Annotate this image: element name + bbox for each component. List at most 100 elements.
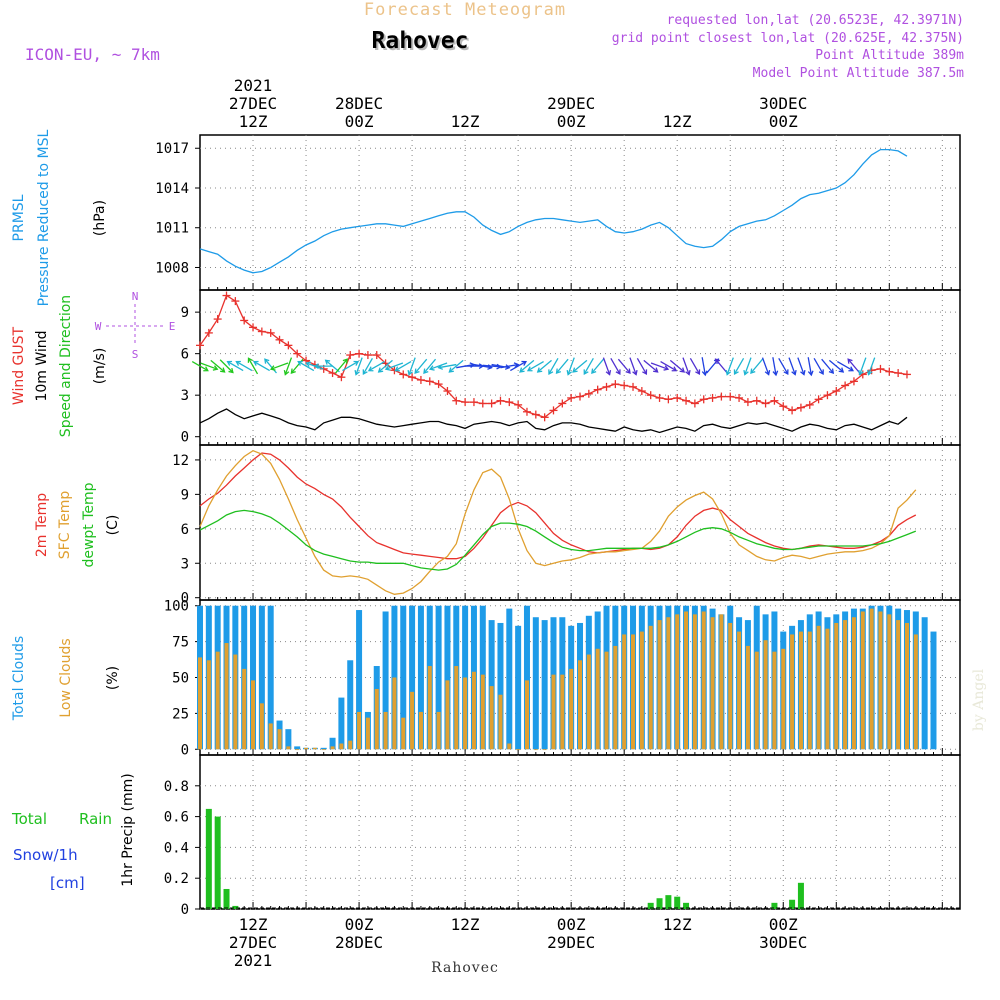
time-label: 29DEC — [547, 933, 595, 952]
wind-direction-arrow — [689, 357, 701, 375]
1hr-precip-bar — [665, 895, 672, 909]
low-clouds-bar — [224, 643, 229, 750]
pressure-frame — [199, 134, 961, 291]
wind-gust-marker — [673, 393, 682, 402]
temperature-frame — [199, 444, 961, 601]
wind-gust-marker — [567, 393, 576, 402]
wind-arrow-head — [701, 370, 708, 377]
low-clouds-bar — [887, 614, 892, 750]
wind-arrow-head — [695, 369, 701, 375]
wind-arrow-shaft — [342, 361, 359, 372]
requested-coordinates: requested lon,lat (20.6523E, 42.3971N) — [667, 13, 964, 28]
wind-arrow-head — [203, 366, 209, 372]
wind-gust-marker — [487, 399, 496, 408]
wind-gust-marker — [531, 410, 540, 419]
clouds-ytick-label: 75 — [172, 635, 189, 651]
total-clouds-bar — [356, 610, 363, 750]
temperature-ytick-label: 3 — [181, 556, 189, 572]
wind-label-10m: 10m Wind — [34, 330, 50, 401]
wind-arrow-head — [384, 365, 391, 371]
low-clouds-bar — [533, 749, 538, 751]
low-clouds-bar — [427, 666, 432, 750]
wind-arrow-head — [247, 357, 253, 363]
wind-arrow-shaft — [629, 357, 637, 375]
low-clouds-bar — [312, 747, 317, 750]
wind-gust-marker — [346, 351, 355, 360]
wind-arrow-head — [536, 367, 543, 373]
wind-arrow-head — [783, 369, 789, 375]
total-clouds-bar — [329, 737, 336, 750]
wind-arrow-shaft — [821, 358, 834, 374]
clouds-label-total: Total Clouds — [11, 636, 27, 721]
wind-arrow-head — [353, 360, 360, 366]
wind-arrow-shaft — [807, 357, 812, 376]
clouds-label-unit: (%) — [105, 666, 121, 690]
wind-arrow-head — [671, 366, 678, 372]
wind-frame — [199, 289, 961, 446]
wind-direction-arrow — [733, 357, 745, 375]
total-clouds-bar — [541, 620, 548, 750]
wind-arrow-shaft — [510, 361, 527, 372]
low-clouds-bar — [913, 634, 918, 750]
wind-arrow-shaft — [482, 364, 501, 368]
wind-gust-marker — [620, 381, 629, 390]
total-clouds-bar — [515, 625, 522, 750]
wind-direction-arrow — [714, 358, 728, 374]
wind-direction-arrow — [519, 359, 535, 373]
low-clouds-bar — [489, 686, 494, 750]
model-altitude: Model Point Altitude 387.5m — [753, 66, 964, 81]
wind-arrow-shaft — [726, 357, 734, 375]
wind-arrow-shaft — [643, 359, 659, 373]
wind-arrow-shaft — [797, 357, 805, 375]
low-clouds-bar — [719, 614, 724, 750]
1hr-precip-bar — [205, 808, 212, 909]
wind-direction-arrow — [750, 358, 764, 374]
pressure-label-desc: Pressure Reduced to MSL — [36, 129, 52, 306]
wind-direction-arrow — [636, 357, 648, 375]
low-clouds-bar — [259, 703, 264, 750]
wind-direction-arrow — [610, 357, 621, 375]
time-label: 2021 — [234, 76, 273, 95]
wind-gust-marker — [478, 399, 487, 408]
grid-point-coordinates: grid point closest lon,lat (20.625E, 42.… — [612, 31, 964, 46]
low-clouds-bar — [851, 617, 856, 750]
wind-gust-marker — [355, 349, 364, 358]
wind-direction-arrow — [602, 357, 612, 376]
wind-arrow-head — [226, 360, 233, 366]
low-clouds-bar — [639, 631, 644, 750]
total-clouds-bar — [921, 617, 928, 750]
wind-label-direction: Speed and Direction — [58, 295, 74, 437]
wind-direction-arrow — [335, 358, 348, 374]
wind-arrow-head — [414, 368, 420, 374]
wind-gust-marker — [682, 396, 691, 405]
wind-arrow-shaft — [297, 361, 315, 372]
wind-direction-arrow — [572, 359, 588, 373]
wind-gust-marker — [717, 392, 726, 401]
wind-arrow-head — [818, 369, 824, 375]
wind-direction-arrow — [788, 357, 797, 376]
wind-direction-arrow — [219, 359, 234, 374]
low-clouds-bar — [365, 717, 370, 750]
wind-direction-arrow — [342, 360, 360, 372]
wind-arrow-head — [764, 370, 771, 376]
low-clouds-bar — [648, 625, 653, 750]
wind-direction-arrow — [428, 362, 448, 371]
wind-arrow-shaft — [408, 357, 416, 375]
wind-direction-arrow — [407, 357, 416, 376]
low-clouds-bar — [392, 677, 397, 750]
10m-wind-line — [199, 408, 908, 434]
wind-direction-arrow — [858, 357, 867, 376]
wind-gust-marker — [832, 387, 841, 396]
wind-gust-marker — [629, 382, 638, 391]
wind-gust-marker — [841, 381, 850, 390]
wind-gust-marker — [505, 398, 514, 407]
low-clouds-bar — [834, 622, 839, 750]
low-clouds-bar — [286, 746, 291, 750]
wind-arrow-head — [848, 366, 854, 372]
low-clouds-bar — [684, 611, 689, 750]
wind-arrow-head — [283, 370, 290, 376]
low-clouds-bar — [242, 668, 247, 750]
1hr-precip-bar — [656, 898, 663, 909]
wind-gust-marker — [876, 364, 885, 373]
